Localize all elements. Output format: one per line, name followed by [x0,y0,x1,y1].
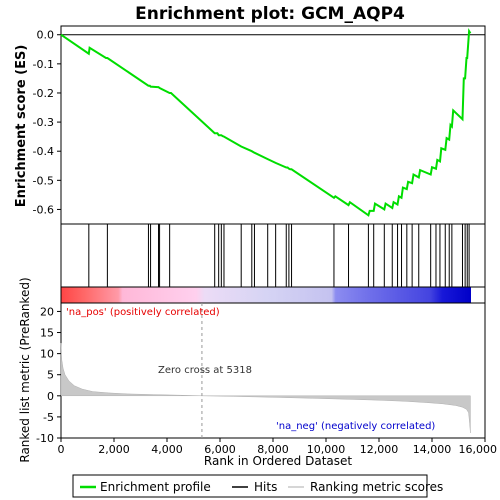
es-plot-frame [60,25,486,225]
metric-plot-frame [60,302,486,439]
metric-x-tick-label: 12,000 [360,443,399,456]
metric-x-tick-label: 10,000 [307,443,346,456]
legend-label-hits: Hits [254,480,277,494]
legend-label-enrichment-profile: Enrichment profile [100,480,211,494]
ranking-gradient-bar [61,287,471,303]
metric-x-tick-label: 14,000 [413,443,452,456]
metric-x-tick-label: 6,000 [204,443,236,456]
metric-x-tick-label: 0 [58,443,65,456]
es-y-tick-label: -0.1 [33,58,54,71]
metric-y-tick-label: 15 [40,327,54,340]
legend-label-ranking-metric-scores: Ranking metric scores [310,480,443,494]
positive-correlation-label: 'na_pos' (positively correlated) [66,307,220,318]
zero-cross-label: Zero cross at 5318 [158,365,252,376]
es-y-tick-label: -0.3 [33,116,54,129]
es-y-tick-label: -0.2 [33,87,54,100]
metric-y-tick-label: -10 [36,432,54,445]
es-y-tick-label: -0.4 [33,145,54,158]
es-y-tick-label: 0.0 [37,29,55,42]
ranking-metric-area [60,343,471,433]
es-y-tick-label: -0.6 [33,203,54,216]
enrichment-profile-line [60,28,472,217]
legend-frame [72,474,428,498]
negative-correlation-label: 'na_neg' (negatively correlated) [276,421,435,432]
metric-x-tick-label: 8,000 [257,443,289,456]
ranking-color-bar [60,286,486,304]
es-y-tick-label: -0.5 [33,174,54,187]
metric-x-tick-label: 16,000 [459,443,498,456]
metric-x-tick-label: 2,000 [98,443,130,456]
enrichment-score-panel: 0.0 -0.1 -0.2 -0.3 -0.4 -0.5 -0.6 Enrichment s… [14,25,486,225]
metric-y-tick-label: 10 [40,348,54,361]
ranked-metric-panel: 20 15 10 5 0 -5 -10 0 2,000 4,000 6,000 8,000 10,00… [18,277,497,468]
hit-lines [88,224,470,287]
hits-panel [60,223,486,288]
hits-frame [60,223,486,288]
metric-x-axis-label: Rank in Ordered Dataset [204,454,352,468]
chart-title: Enrichment plot: GCM_AQP4 [135,4,405,24]
metric-x-tick-label: 4,000 [151,443,183,456]
metric-y-tick-label: -5 [43,411,54,424]
metric-y-tick-label: 20 [40,305,54,318]
metric-y-tick-label: 5 [47,369,54,382]
metric-x-axis-ticks: 0 2,000 4,000 6,000 8,000 10,000 12,000 14,000 1… [58,438,498,456]
metric-y-axis-ticks: 20 15 10 5 0 -5 -10 [36,305,61,445]
legend: Enrichment profile Hits Ranking metric s… [72,474,443,498]
metric-y-axis-label: Ranked list metric (PreRanked) [18,277,32,462]
es-y-axis-label: Enrichment score (ES) [14,45,29,208]
es-y-axis-ticks: 0.0 -0.1 -0.2 -0.3 -0.4 -0.5 -0.6 [33,29,61,216]
metric-y-tick-label: 0 [47,390,54,403]
